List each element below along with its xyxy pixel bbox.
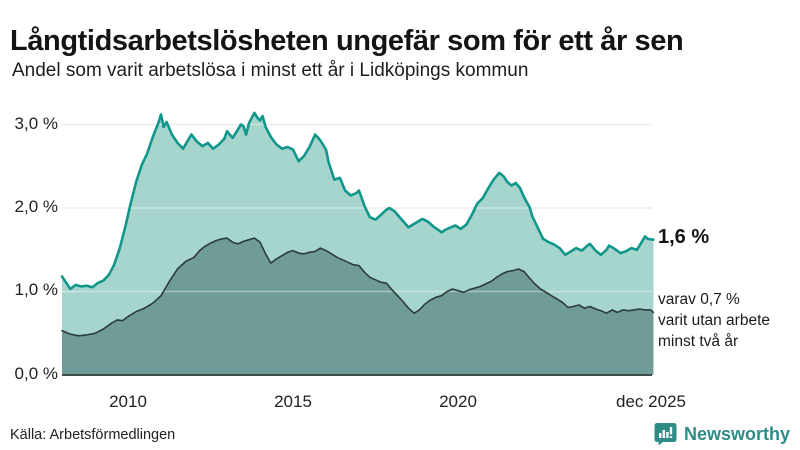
annotation-line-2: varit utan arbete: [658, 312, 771, 329]
logo-bar-3: [666, 432, 669, 438]
y-tick-0: 0,0 %: [14, 364, 58, 383]
page-subtitle: Andel som varit arbetslösa i minst ett å…: [12, 60, 529, 81]
page-title: Långtidsarbetslösheten ungefär som för e…: [10, 25, 684, 58]
brand-name: Newsworthy: [683, 423, 790, 444]
gridlines-overlay: [62, 123, 652, 293]
logo-bar-1: [658, 433, 662, 438]
logo-exclamation-bar: [669, 427, 673, 435]
logo-exclamation-dot: [669, 436, 673, 438]
brand-lockup: Newsworthy: [654, 422, 790, 446]
series-area-two-years: [62, 238, 654, 375]
x-tick-2010: 2010: [109, 392, 147, 411]
y-tick-3: 3,0 %: [14, 114, 58, 133]
series-line-two-years: [61, 237, 655, 337]
newsworthy-logo-icon: [654, 423, 677, 446]
y-tick-1: 1,0 %: [14, 280, 58, 299]
logo-bar-2: [662, 430, 665, 438]
series-line-one-year: [60, 111, 655, 291]
end-value-label: 1,6 %: [658, 226, 710, 248]
y-tick-2: 2,0 %: [14, 197, 58, 216]
annotation-line-3: minst två år: [658, 333, 739, 350]
secondary-annotation: varav 0,7 % varit utan arbete minst två …: [658, 289, 770, 352]
source-note: Källa: Arbetsförmedlingen: [10, 427, 176, 443]
x-tick-2020: 2020: [439, 392, 477, 411]
x-tick-2015: 2015: [274, 392, 312, 411]
annotation-line-1: varav 0,7 %: [658, 291, 740, 308]
x-tick-dec-2025: dec 2025: [616, 392, 686, 411]
